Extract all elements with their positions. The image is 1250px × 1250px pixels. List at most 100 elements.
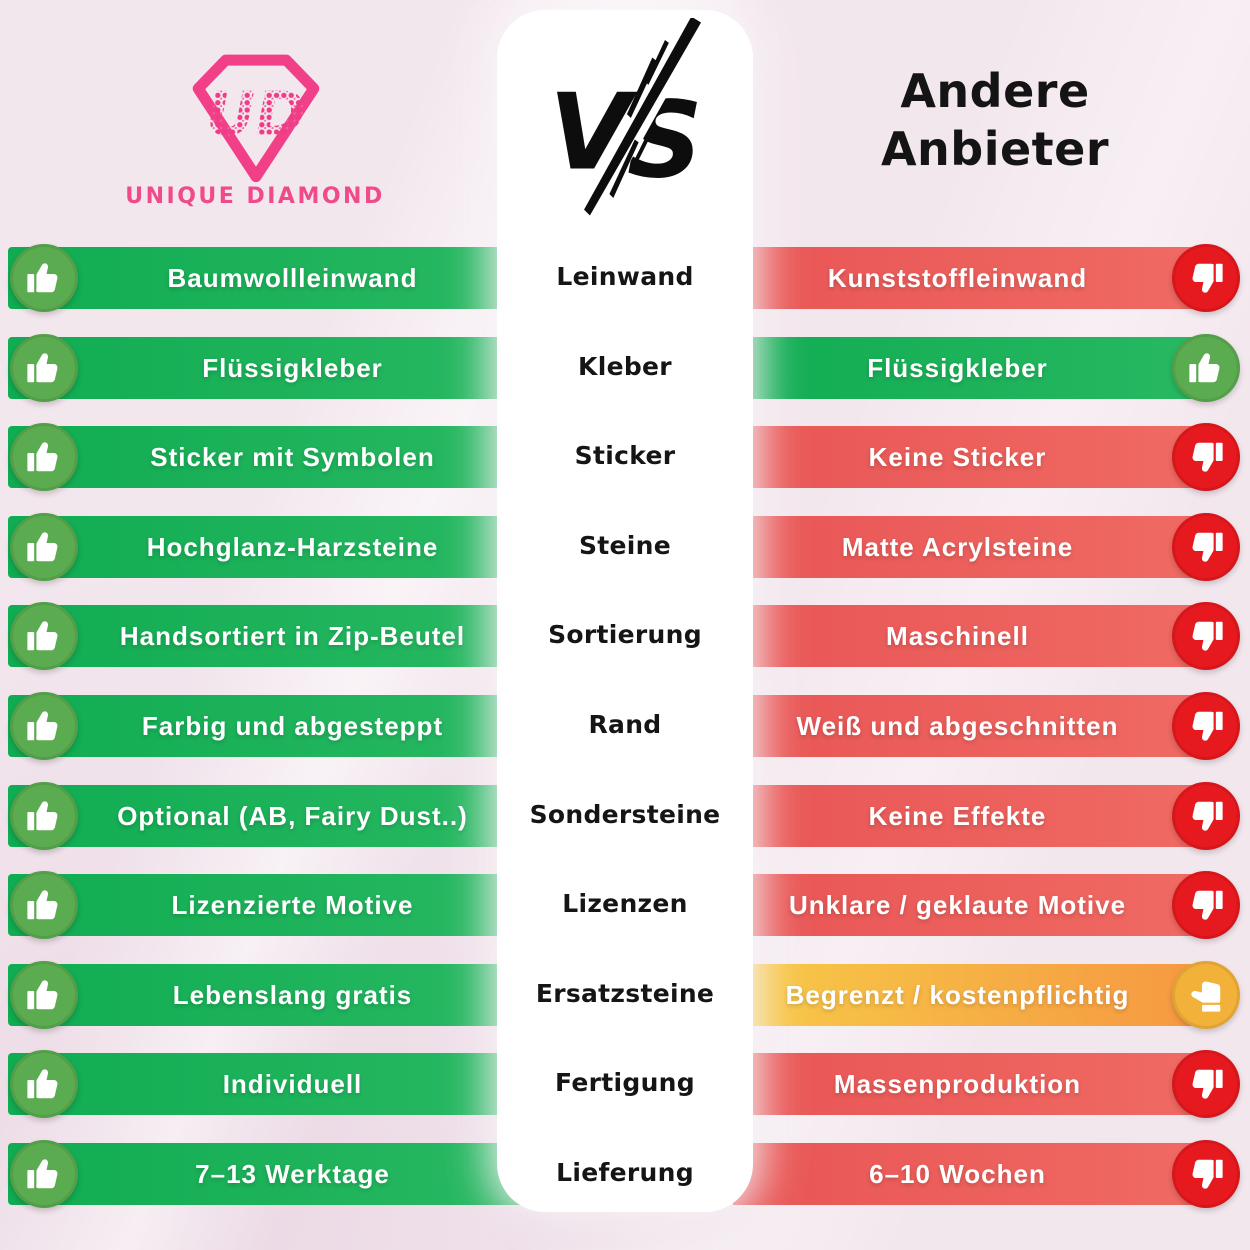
competitor-title: Andere Anbieter xyxy=(820,62,1170,178)
verdict-circle-brand xyxy=(10,960,78,1029)
feature-bar-competitor: Maschinell xyxy=(733,605,1202,668)
thumbs-up-icon xyxy=(27,890,58,920)
feature-bar-competitor: Weiß und abgeschnitten xyxy=(733,695,1202,757)
feature-text-brand: Baumwollleinwand xyxy=(167,263,418,293)
category-label: Fertigung xyxy=(555,1068,695,1098)
verdict-circle-brand xyxy=(10,512,78,581)
feature-text-brand: Lizenzierte Motive xyxy=(171,890,414,921)
thumb-sideways-icon xyxy=(1191,981,1221,1012)
verdict-circle-competitor xyxy=(1172,602,1240,671)
thumbs-up-icon xyxy=(27,800,58,830)
feature-bar-competitor: Keine Sticker xyxy=(733,426,1202,489)
unique-diamond-logo: UD xyxy=(178,46,334,188)
thumbs-up-icon xyxy=(27,980,58,1010)
feature-text-brand: Farbig und abgesteppt xyxy=(141,711,444,741)
feature-bar-competitor: Keine Effekte xyxy=(733,784,1202,847)
thumbs-up-icon xyxy=(27,352,58,382)
feature-bar-competitor: Massenproduktion xyxy=(733,1053,1202,1116)
thumbs-down-icon xyxy=(1192,1070,1223,1100)
feature-text-brand: Individuell xyxy=(222,1069,363,1100)
feature-bar-brand: Flüssigkleber xyxy=(8,336,520,399)
feature-bar-brand: Baumwollleinwand xyxy=(8,247,520,309)
verdict-circle-competitor xyxy=(1172,871,1240,940)
feature-text-competitor: Keine Effekte xyxy=(868,800,1047,831)
category-label: Kleber xyxy=(578,351,672,381)
feature-text-competitor: Keine Sticker xyxy=(868,442,1047,473)
thumbs-up-icon xyxy=(27,532,58,562)
thumbs-up-icon xyxy=(1189,352,1220,382)
category-label: Leinwand xyxy=(556,262,694,291)
feature-bar-brand: Optional (AB, Fairy Dust..) xyxy=(8,784,520,847)
competitor-title-line1: Andere xyxy=(900,64,1090,118)
verdict-circle-competitor xyxy=(1172,244,1240,312)
verdict-circle-brand xyxy=(10,692,78,760)
verdict-circle-brand xyxy=(10,1050,78,1119)
feature-bar-brand: Hochglanz-Harzsteine xyxy=(8,515,520,578)
feature-text-competitor: Unklare / geklaute Motive xyxy=(788,890,1127,921)
feature-text-brand: Sticker mit Symbolen xyxy=(150,442,435,473)
category-label: Rand xyxy=(588,710,662,739)
verdict-circle-competitor xyxy=(1172,423,1240,492)
verdict-circle-competitor xyxy=(1172,692,1240,760)
feature-text-competitor: Massenproduktion xyxy=(833,1069,1082,1100)
feature-bar-competitor: Begrenzt / kostenpflichtig xyxy=(733,963,1202,1026)
thumbs-down-icon xyxy=(1192,801,1223,831)
feature-text-brand: Flüssigkleber xyxy=(202,352,383,383)
feature-text-brand: 7–13 Werktage xyxy=(195,1159,390,1189)
thumbs-up-icon xyxy=(27,1069,58,1099)
verdict-circle-competitor xyxy=(1172,1050,1240,1119)
feature-bar-brand: Lebenslang gratis xyxy=(8,963,520,1026)
feature-text-brand: Lebenslang gratis xyxy=(172,979,413,1010)
thumbs-down-icon xyxy=(1192,442,1223,472)
verdict-circle-brand xyxy=(10,871,78,940)
category-label: Steine xyxy=(578,530,672,560)
feature-text-competitor: Begrenzt / kostenpflichtig xyxy=(785,979,1130,1010)
verdict-circle-brand xyxy=(10,423,78,492)
thumbs-up-icon xyxy=(27,621,58,651)
feature-bar-brand: Lizenzierte Motive xyxy=(8,874,520,937)
verdict-circle-competitor xyxy=(1172,512,1240,581)
feature-text-brand: Optional (AB, Fairy Dust..) xyxy=(117,800,468,831)
category-label: Lizenzen xyxy=(562,889,688,919)
thumbs-up-icon xyxy=(27,263,58,293)
feature-text-competitor: Kunststoffleinwand xyxy=(827,263,1088,293)
vs-icon: V S xyxy=(549,14,707,224)
feature-text-brand: Handsortiert in Zip-Beutel xyxy=(119,621,466,652)
category-label: Sortierung xyxy=(548,620,702,650)
verdict-circle-competitor xyxy=(1172,781,1240,850)
feature-text-competitor: Matte Acrylsteine xyxy=(841,531,1074,562)
brand-name: UNIQUE DIAMOND xyxy=(125,184,385,209)
feature-text-competitor: Weiß und abgeschnitten xyxy=(796,711,1119,741)
svg-text:UD: UD xyxy=(206,79,305,149)
feature-bar-brand: Individuell xyxy=(8,1053,520,1116)
verdict-circle-competitor xyxy=(1172,1140,1240,1208)
category-label: Ersatzsteine xyxy=(535,978,715,1008)
verdict-circle-brand xyxy=(10,602,78,671)
feature-bar-competitor: Kunststoffleinwand xyxy=(733,247,1202,309)
feature-bar-brand: Farbig und abgesteppt xyxy=(8,695,520,757)
feature-bar-competitor: Matte Acrylsteine xyxy=(733,515,1202,578)
thumbs-down-icon xyxy=(1192,263,1223,293)
thumbs-down-icon xyxy=(1192,622,1223,652)
category-label: Sondersteine xyxy=(529,799,721,829)
feature-text-brand: Hochglanz-Harzsteine xyxy=(146,531,439,562)
category-label: Lieferung xyxy=(556,1158,694,1187)
feature-text-competitor: 6–10 Wochen xyxy=(869,1159,1046,1189)
vs-logo: V S xyxy=(528,14,723,224)
feature-text-competitor: Maschinell xyxy=(886,621,1029,652)
feature-bar-competitor: Unklare / geklaute Motive xyxy=(733,874,1202,937)
thumbs-down-icon xyxy=(1192,532,1223,562)
feature-bar-brand: Handsortiert in Zip-Beutel xyxy=(8,605,520,668)
feature-bar-competitor: Flüssigkleber xyxy=(733,336,1202,399)
thumbs-down-icon xyxy=(1192,711,1223,741)
thumbs-up-icon xyxy=(27,442,58,472)
feature-bar-brand: Sticker mit Symbolen xyxy=(8,426,520,489)
competitor-title-line2: Anbieter xyxy=(880,122,1110,176)
versus-strip: V S Leinwand Kleber Sticker Steine Sortierun… xyxy=(497,10,753,1212)
feature-text-competitor: Flüssigkleber xyxy=(867,352,1048,383)
verdict-circle-competitor xyxy=(1172,960,1240,1029)
feature-bar-brand: 7–13 Werktage xyxy=(8,1143,520,1205)
verdict-circle-competitor xyxy=(1172,333,1240,402)
verdict-circle-brand xyxy=(10,1140,78,1208)
